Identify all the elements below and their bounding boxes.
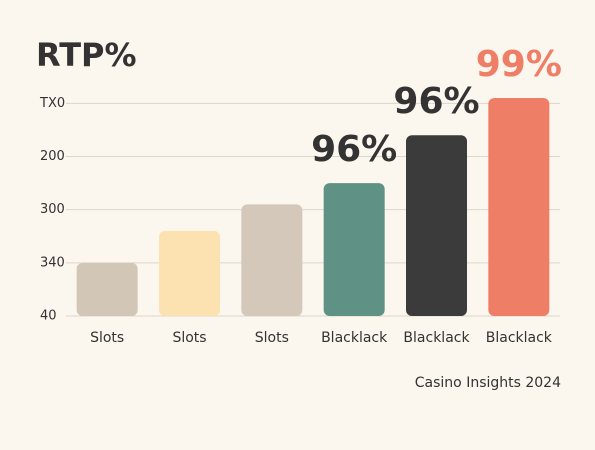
bar-annotation: 96% [393, 81, 479, 122]
y-tick-label: 340 [40, 255, 65, 270]
x-tick-label: Blacklack [403, 330, 470, 346]
x-tick-label: Slots [255, 330, 289, 346]
bar [488, 98, 550, 316]
x-tick-label: Blacklack [486, 330, 553, 346]
x-tick-label: Slots [172, 330, 206, 346]
bar [406, 135, 467, 316]
y-tick-label: TX0 [39, 96, 65, 111]
bar-annotation: 99% [476, 44, 562, 85]
bar [159, 230, 220, 316]
footer: Casino Insights 2024 [415, 375, 561, 391]
bar-annotation: 96% [311, 129, 397, 170]
x-tick-label: Blacklack [321, 330, 388, 346]
y-tick-label: 40 [40, 309, 57, 324]
y-tick-label: 300 [40, 202, 65, 217]
x-tick-label: Slots [90, 330, 124, 346]
chart-title: RTP% [36, 36, 137, 74]
bar [241, 204, 303, 316]
y-tick-label: 200 [40, 149, 65, 164]
bar [323, 183, 385, 316]
bar [76, 262, 138, 316]
